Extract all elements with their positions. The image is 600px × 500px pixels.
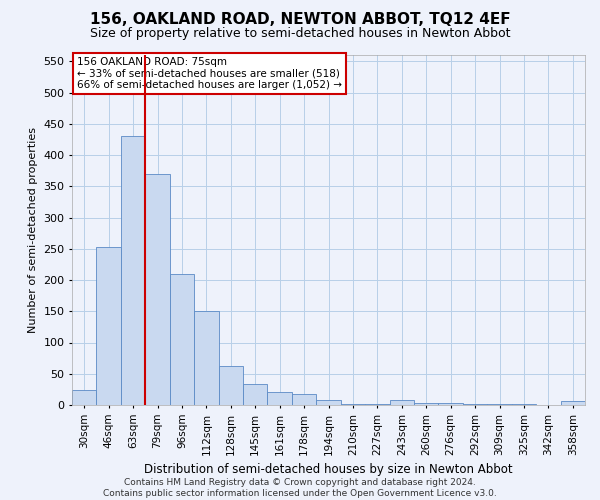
Bar <box>512 404 536 405</box>
Bar <box>170 274 194 405</box>
Bar <box>72 390 97 405</box>
Text: Contains HM Land Registry data © Crown copyright and database right 2024.
Contai: Contains HM Land Registry data © Crown c… <box>103 478 497 498</box>
Bar <box>487 404 512 405</box>
Bar <box>560 401 585 405</box>
Bar <box>268 392 292 405</box>
Bar <box>194 310 218 405</box>
X-axis label: Distribution of semi-detached houses by size in Newton Abbot: Distribution of semi-detached houses by … <box>144 463 513 476</box>
Bar <box>365 404 389 405</box>
Bar <box>218 366 243 405</box>
Bar <box>389 400 414 405</box>
Bar <box>121 136 145 405</box>
Text: 156, OAKLAND ROAD, NEWTON ABBOT, TQ12 4EF: 156, OAKLAND ROAD, NEWTON ABBOT, TQ12 4E… <box>89 12 511 28</box>
Text: 156 OAKLAND ROAD: 75sqm
← 33% of semi-detached houses are smaller (518)
66% of s: 156 OAKLAND ROAD: 75sqm ← 33% of semi-de… <box>77 57 342 90</box>
Bar <box>292 394 316 405</box>
Bar <box>243 384 268 405</box>
Bar <box>439 403 463 405</box>
Bar <box>145 174 170 405</box>
Y-axis label: Number of semi-detached properties: Number of semi-detached properties <box>28 127 38 333</box>
Bar <box>463 404 487 405</box>
Text: Size of property relative to semi-detached houses in Newton Abbot: Size of property relative to semi-detach… <box>90 28 510 40</box>
Bar <box>316 400 341 405</box>
Bar <box>97 247 121 405</box>
Bar <box>414 402 439 405</box>
Bar <box>341 404 365 405</box>
